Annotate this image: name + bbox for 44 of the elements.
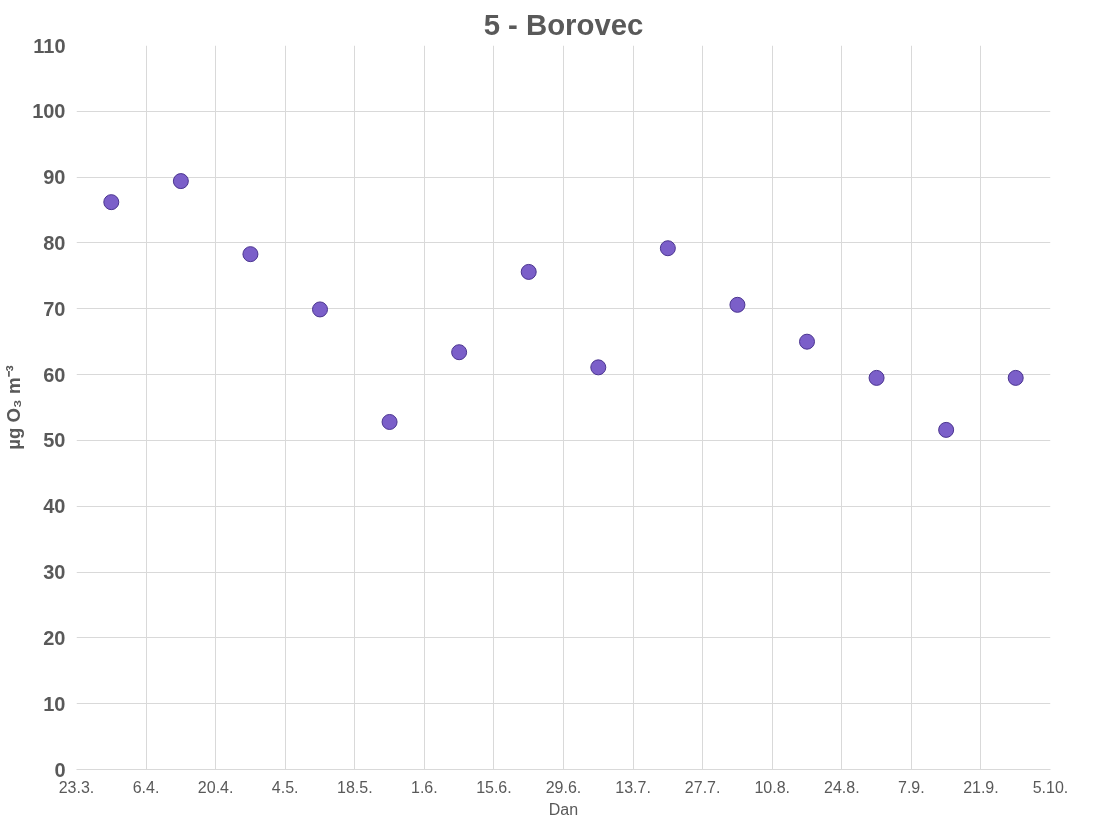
x-tick-label: 4.5. <box>271 778 299 796</box>
point <box>103 194 120 211</box>
y-tick-label: 60 <box>43 363 66 386</box>
point <box>590 359 607 376</box>
y-tick-label: 40 <box>43 495 66 518</box>
x-tick-label: 7.9. <box>898 778 925 796</box>
point <box>799 333 815 350</box>
x-tick-label: 6.4. <box>132 778 160 796</box>
point <box>729 296 746 313</box>
chart-title: 5 - Borovec <box>483 7 644 41</box>
y-tick-label: 70 <box>43 297 66 320</box>
x-tick-label: 5.10. <box>1032 778 1069 796</box>
x-tick-label: 18.5. <box>336 778 373 796</box>
point <box>451 344 468 361</box>
point <box>1007 369 1024 386</box>
x-tick-label: 1.6. <box>411 778 438 796</box>
y-tick-label: 90 <box>43 166 66 189</box>
x-tick-label: 20.4. <box>197 778 234 796</box>
point <box>381 413 398 430</box>
y-axis-title: µg O₃ m⁻³ <box>3 365 25 450</box>
y-tick-label: 0 <box>54 758 66 781</box>
point <box>868 369 885 386</box>
point <box>659 240 676 257</box>
point <box>172 173 189 190</box>
x-axis-title: Dan <box>548 800 579 818</box>
y-tick-label: 20 <box>43 626 66 649</box>
x-tick-label: 21.9. <box>963 778 999 796</box>
x-tick-label: 27.7. <box>684 778 721 796</box>
point <box>242 246 259 263</box>
point <box>520 263 537 280</box>
y-tick-label: 110 <box>33 34 66 57</box>
x-tick-label: 13.7. <box>615 778 651 796</box>
x-tick-label: 15.6. <box>476 778 512 796</box>
y-tick-label: 30 <box>43 561 66 584</box>
y-tick-label: 80 <box>43 231 66 254</box>
x-tick-label: 29.6. <box>545 778 582 796</box>
y-tick-label: 50 <box>43 429 66 452</box>
y-tick-label: 100 <box>32 100 66 123</box>
x-tick-label: 10.8. <box>754 778 791 796</box>
x-tick-label: 24.8. <box>823 778 860 796</box>
point <box>312 301 328 318</box>
y-tick-label: 10 <box>43 692 66 715</box>
point <box>938 421 955 438</box>
x-tick-label: 23.3. <box>58 778 95 796</box>
